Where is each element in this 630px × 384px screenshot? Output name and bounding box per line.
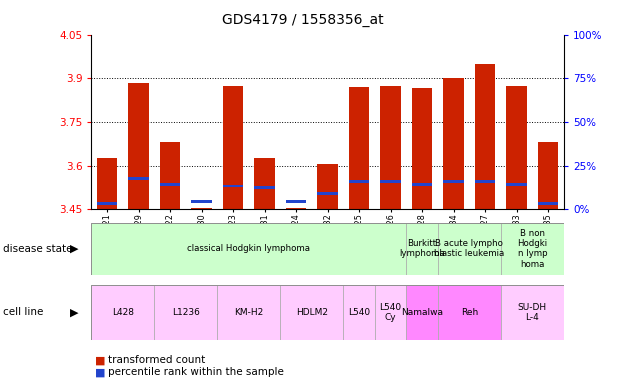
Bar [217, 285, 280, 340]
Bar [412, 88, 432, 209]
Bar [160, 183, 180, 186]
Bar [318, 192, 338, 195]
Text: disease state: disease state [3, 243, 72, 254]
Text: cell line: cell line [3, 307, 43, 318]
Text: ■: ■ [94, 367, 105, 377]
Text: HDLM2: HDLM2 [296, 308, 328, 317]
Bar [318, 164, 338, 209]
Bar [160, 142, 180, 209]
Bar [381, 180, 401, 183]
Bar [192, 208, 212, 209]
Text: KM-H2: KM-H2 [234, 308, 263, 317]
Text: ■: ■ [94, 355, 105, 365]
Bar [91, 285, 154, 340]
Bar [223, 86, 243, 209]
Bar [444, 180, 464, 183]
Text: transformed count: transformed count [108, 355, 205, 365]
Bar [349, 87, 369, 209]
Text: GDS4179 / 1558356_at: GDS4179 / 1558356_at [222, 13, 383, 27]
Text: ▶: ▶ [70, 243, 79, 254]
Bar [375, 285, 406, 340]
Bar [91, 223, 406, 275]
Text: percentile rank within the sample: percentile rank within the sample [108, 367, 284, 377]
Text: Reh: Reh [461, 308, 478, 317]
Text: L540
Cy: L540 Cy [379, 303, 402, 322]
Bar [406, 285, 438, 340]
Text: classical Hodgkin lymphoma: classical Hodgkin lymphoma [187, 244, 311, 253]
Bar [97, 202, 117, 205]
Bar [501, 223, 564, 275]
Bar [255, 186, 275, 189]
Text: Burkitt
lymphoma: Burkitt lymphoma [399, 239, 445, 258]
Text: B non
Hodgki
n lymp
homa: B non Hodgki n lymp homa [517, 228, 547, 269]
Bar [129, 83, 149, 209]
Bar [507, 86, 527, 209]
Bar [349, 180, 369, 183]
Bar [438, 285, 501, 340]
Bar [280, 285, 343, 340]
Bar [538, 142, 558, 209]
Bar [475, 180, 495, 183]
Text: SU-DH
L-4: SU-DH L-4 [518, 303, 547, 322]
Bar [538, 202, 558, 205]
Text: B acute lympho
blastic leukemia: B acute lympho blastic leukemia [434, 239, 505, 258]
Text: L540: L540 [348, 308, 370, 317]
Bar [192, 200, 212, 203]
Bar [286, 200, 306, 203]
Text: Namalwa: Namalwa [401, 308, 443, 317]
Bar [381, 86, 401, 209]
Bar [129, 177, 149, 180]
Bar [507, 183, 527, 186]
Bar [412, 183, 432, 186]
Bar [97, 158, 117, 209]
Bar [286, 208, 306, 209]
Bar [406, 223, 438, 275]
Bar [444, 78, 464, 209]
Bar [154, 285, 217, 340]
Bar [475, 64, 495, 209]
Bar [343, 285, 375, 340]
Bar [223, 185, 243, 187]
Text: L428: L428 [112, 308, 134, 317]
Text: ▶: ▶ [70, 307, 79, 318]
Text: L1236: L1236 [172, 308, 200, 317]
Bar [255, 158, 275, 209]
Bar [438, 223, 501, 275]
Bar [501, 285, 564, 340]
